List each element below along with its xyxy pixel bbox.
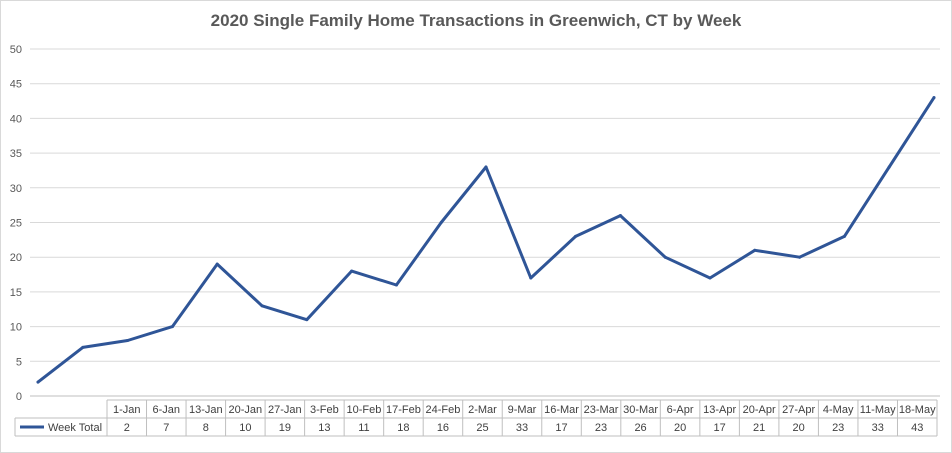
- data-point: [663, 255, 667, 259]
- gridlines: [30, 48, 940, 397]
- data-point: [394, 283, 398, 287]
- x-tick-label: 27-Jan: [268, 404, 302, 416]
- data-point: [484, 165, 488, 169]
- data-label: 20: [674, 422, 686, 434]
- x-tick-label: 27-Apr: [782, 404, 815, 416]
- data-label: 17: [713, 422, 725, 434]
- data-point: [126, 338, 130, 342]
- y-tick-label: 5: [16, 356, 22, 368]
- data-point: [260, 304, 264, 308]
- data-label: 16: [437, 422, 449, 434]
- data-label: 13: [318, 422, 330, 434]
- data-point: [529, 276, 533, 280]
- x-tick-label: 13-Apr: [703, 404, 736, 416]
- data-point: [887, 165, 891, 169]
- x-tick-label: 1-Jan: [113, 404, 141, 416]
- data-label: 33: [872, 422, 884, 434]
- y-tick-label: 20: [10, 252, 22, 264]
- data-point: [215, 262, 219, 266]
- x-tick-label: 2-Mar: [468, 404, 497, 416]
- data-label: 7: [163, 422, 169, 434]
- y-tick-label: 40: [10, 113, 22, 125]
- x-tick-label: 24-Feb: [426, 404, 461, 416]
- data-point: [170, 325, 174, 329]
- data-label: 8: [203, 422, 209, 434]
- x-tick-label: 3-Feb: [310, 404, 339, 416]
- data-point: [574, 234, 578, 238]
- y-tick-label: 35: [10, 148, 22, 160]
- data-point: [842, 234, 846, 238]
- data-point: [932, 96, 936, 100]
- data-point: [439, 221, 443, 224]
- x-tick-label: 16-Mar: [544, 404, 579, 416]
- x-tick-label: 23-Mar: [584, 404, 619, 416]
- y-tick-label: 15: [10, 287, 22, 299]
- data-label: 25: [476, 422, 488, 434]
- x-tick-label: 13-Jan: [189, 404, 223, 416]
- y-axis-labels: 0 5 10 15 20 25 30 35 40 45 50: [10, 44, 22, 403]
- y-tick-label: 10: [10, 322, 22, 334]
- x-tick-label: 10-Feb: [346, 404, 381, 416]
- y-tick-label: 50: [10, 44, 22, 56]
- x-tick-label: 18-May: [899, 404, 936, 416]
- data-table: 1-Jan 2 6-Jan 7 13-Jan 8 20-Jan 10 27-Jan 19 3-Feb…: [14, 399, 938, 437]
- x-tick-label: 20-Jan: [229, 404, 263, 416]
- x-tick-label: 6-Apr: [667, 404, 694, 416]
- data-label: 18: [397, 422, 409, 434]
- data-label: 43: [911, 422, 923, 434]
- data-label: 2: [124, 422, 130, 434]
- data-point: [305, 318, 309, 322]
- y-tick-label: 45: [10, 79, 22, 91]
- data-label: 33: [516, 422, 528, 434]
- data-label: 23: [832, 422, 844, 434]
- legend-label-week-total: Week Total: [48, 422, 102, 434]
- data-label: 23: [595, 422, 607, 434]
- data-label: 20: [793, 422, 805, 434]
- x-tick-label: 6-Jan: [153, 404, 181, 416]
- series-line-week-total: [36, 96, 936, 384]
- x-tick-label: 4-May: [823, 404, 854, 416]
- x-tick-label: 20-Apr: [743, 404, 776, 416]
- x-tick-label: 17-Feb: [386, 404, 421, 416]
- x-tick-label: 30-Mar: [623, 404, 658, 416]
- data-label: 21: [753, 422, 765, 434]
- chart-title: 2020 Single Family Home Transactions in …: [210, 11, 742, 30]
- data-point: [350, 269, 354, 273]
- data-label: 19: [279, 422, 291, 434]
- data-point: [81, 345, 85, 349]
- data-label: 17: [555, 422, 567, 434]
- data-point: [798, 255, 802, 259]
- data-line-group: [36, 96, 936, 384]
- y-tick-label: 0: [16, 391, 22, 403]
- data-label: 11: [358, 422, 369, 434]
- data-point: [36, 380, 40, 384]
- x-tick-label: 9-Mar: [508, 404, 537, 416]
- data-label: 10: [239, 422, 251, 434]
- data-label: 26: [634, 422, 646, 434]
- y-tick-label: 30: [10, 183, 22, 195]
- y-tick-label: 25: [10, 218, 22, 230]
- data-point: [753, 248, 757, 252]
- data-point: [618, 214, 622, 218]
- x-tick-label: 11-May: [860, 404, 896, 416]
- data-point: [708, 276, 712, 280]
